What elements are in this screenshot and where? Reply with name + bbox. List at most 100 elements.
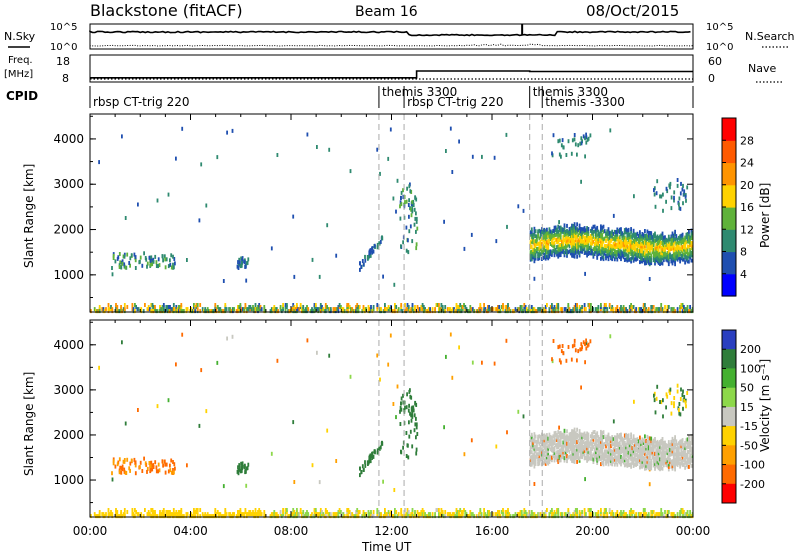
power-echo-cell — [654, 231, 656, 236]
power-echo-cell — [582, 239, 585, 244]
velocity-echo-cell — [263, 512, 266, 517]
power-echo-cell — [551, 240, 553, 245]
power-echo-cell — [571, 251, 573, 256]
power-echo-cell — [539, 242, 542, 247]
velocity-echo-cell — [652, 441, 655, 446]
velocity-echo-cell — [620, 457, 622, 462]
power-echo-cell — [558, 233, 561, 238]
power-colorbar-swatch — [722, 118, 736, 141]
power-echo-cell — [98, 305, 101, 309]
velocity-echo-cell — [372, 510, 375, 514]
velocity-echo-cell — [672, 451, 675, 456]
velocity-echo-cell — [544, 514, 547, 519]
power-echo-cell — [642, 245, 645, 250]
velocity-echo-cell — [683, 398, 686, 403]
velocity-echo-cell — [478, 512, 480, 517]
power-echo-cell — [553, 235, 556, 240]
velocity-echo-cell — [306, 514, 308, 519]
power-echo-cell — [685, 307, 688, 312]
power-echo-cell — [618, 242, 621, 247]
power-echo-cell — [680, 241, 683, 246]
velocity-echo-cell — [635, 443, 637, 447]
velocity-echo-cell — [689, 441, 691, 445]
velocity-echo-cell — [618, 445, 621, 450]
power-echo-cell — [123, 264, 126, 269]
power-echo-cell — [631, 235, 634, 240]
power-echo-cell — [587, 252, 590, 256]
power-echo-cell — [568, 227, 571, 231]
velocity-echo-cell — [543, 453, 546, 458]
velocity-echo-cell — [587, 437, 590, 442]
velocity-echo-cell — [564, 512, 567, 517]
power-echo-cell — [647, 245, 650, 250]
velocity-echo-cell — [548, 442, 551, 447]
velocity-echo-cell — [651, 455, 654, 460]
velocity-echo-cell — [679, 512, 681, 517]
x-tick-label: 12:00 — [374, 524, 409, 538]
power-echo-cell — [666, 256, 669, 260]
velocity-echo-cell — [662, 446, 665, 450]
power-echo-cell — [410, 207, 412, 212]
power-echo-cell — [370, 307, 372, 312]
velocity-echo-cell — [636, 442, 639, 447]
velocity-echo-cell — [573, 445, 576, 449]
velocity-echo-cell — [461, 512, 464, 517]
power-echo-cell — [628, 232, 631, 237]
power-echo-cell — [220, 309, 223, 314]
power-echo-cell — [459, 303, 462, 307]
velocity-echo-cell — [654, 466, 656, 471]
power-echo-cell — [293, 274, 296, 279]
velocity-echo-cell — [601, 460, 604, 465]
velocity-echo-cell — [681, 452, 684, 457]
velocity-echo-cell — [410, 418, 413, 423]
velocity-echo-cell — [562, 433, 565, 438]
power-echo-cell — [630, 234, 632, 239]
velocity-echo-cell — [592, 452, 595, 457]
power-echo-cell — [677, 243, 680, 248]
power-echo-cell — [634, 239, 636, 244]
y-tick-label: 3000 — [53, 177, 84, 191]
velocity-echo-cell — [577, 448, 580, 453]
velocity-echo-cell — [170, 458, 173, 463]
velocity-echo-cell — [608, 458, 611, 463]
velocity-echo-cell — [680, 441, 683, 446]
velocity-echo-cell — [112, 459, 115, 464]
velocity-echo-cell — [652, 448, 655, 453]
velocity-echo-cell — [690, 458, 693, 463]
velocity-echo-cell — [646, 457, 649, 462]
velocity-echo-cell — [169, 468, 172, 473]
velocity-echo-cell — [597, 452, 600, 457]
power-echo-cell — [498, 307, 501, 312]
velocity-echo-cell — [170, 512, 173, 517]
power-echo-cell — [641, 247, 644, 251]
power-echo-cell — [588, 236, 591, 240]
power-echo-cell — [630, 252, 632, 256]
power-echo-cell — [607, 249, 610, 254]
power-echo-cell — [306, 132, 309, 137]
power-echo-cell — [652, 250, 655, 255]
power-echo-cell — [553, 233, 556, 238]
velocity-echo-cell — [257, 510, 259, 514]
velocity-echo-cell — [294, 512, 297, 517]
velocity-echo-cell — [655, 396, 658, 401]
velocity-echo-cell — [639, 450, 641, 455]
velocity-echo-cell — [144, 508, 146, 512]
power-echo-cell — [641, 259, 644, 264]
velocity-echo-cell — [245, 512, 248, 517]
velocity-echo-cell — [656, 442, 659, 447]
velocity-echo-cell — [657, 512, 660, 517]
power-echo-cell — [529, 257, 532, 262]
power-echo-cell — [562, 240, 565, 245]
velocity-echo-cell — [532, 443, 534, 448]
velocity-echo-cell — [637, 454, 640, 459]
power-echo-cell — [362, 262, 365, 267]
velocity-echo-cell — [102, 512, 105, 517]
power-echo-cell — [608, 243, 611, 248]
velocity-echo-cell — [574, 441, 577, 446]
power-echo-cell — [400, 190, 403, 195]
velocity-echo-cell — [592, 430, 595, 435]
velocity-echo-cell — [139, 465, 141, 470]
power-echo-cell — [553, 230, 556, 235]
velocity-echo-cell — [682, 389, 684, 394]
